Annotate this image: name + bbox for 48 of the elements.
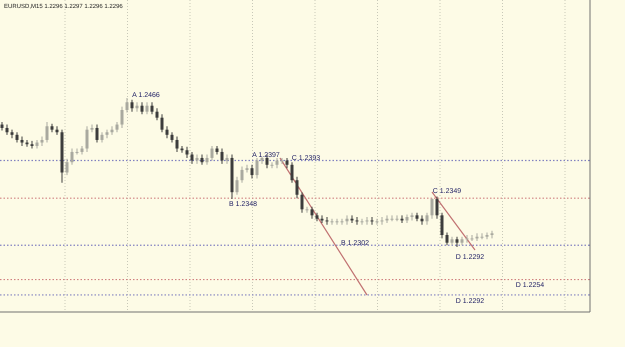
- candlestick: [300, 192, 304, 214]
- candlestick: [290, 162, 294, 184]
- candlestick: [40, 136, 44, 146]
- candlestick: [430, 198, 434, 220]
- candlestick: [286, 157, 288, 169]
- candlestick: [226, 154, 228, 164]
- candlestick: [140, 102, 144, 115]
- candlestick: [86, 126, 88, 152]
- candlestick: [276, 157, 278, 169]
- candlestick: [426, 212, 428, 226]
- candlestick: [220, 148, 224, 164]
- candlestick: [96, 124, 98, 144]
- candlestick: [240, 166, 244, 184]
- candlestick: [130, 99, 134, 112]
- candlestick: [446, 232, 448, 246]
- candlestick: [170, 132, 174, 144]
- candlestick: [210, 145, 214, 162]
- candlestick: [20, 136, 24, 146]
- candlestick: [100, 132, 104, 144]
- candlestick: [436, 196, 438, 220]
- candlestick: [190, 151, 194, 164]
- candlestick: [16, 132, 18, 144]
- candlestick: [256, 157, 258, 179]
- candlestick: [420, 214, 424, 226]
- candlestick: [166, 126, 168, 139]
- candlestick: [6, 124, 8, 136]
- candlestick: [200, 154, 204, 166]
- candlestick: [70, 148, 74, 166]
- candlestick: [196, 154, 198, 164]
- candlestick: [116, 121, 118, 133]
- candlestick: [206, 154, 208, 166]
- candlestick: [160, 114, 164, 133]
- candlestick: [186, 146, 188, 158]
- candlestick: [250, 164, 254, 179]
- candlestick: [120, 106, 124, 128]
- candlestick: [310, 206, 314, 220]
- candlestick: [126, 98, 128, 114]
- candlestick: [150, 102, 154, 115]
- candlestick: [66, 158, 68, 176]
- candlestick: [440, 212, 444, 239]
- candlestick: [236, 176, 238, 196]
- candlestick: [156, 108, 158, 121]
- candlestick: [136, 102, 138, 112]
- candlestick: [346, 214, 348, 226]
- candlestick: [296, 176, 298, 199]
- candlestick: [146, 102, 148, 115]
- candlestick: [176, 136, 178, 152]
- candlestick: [46, 121, 48, 144]
